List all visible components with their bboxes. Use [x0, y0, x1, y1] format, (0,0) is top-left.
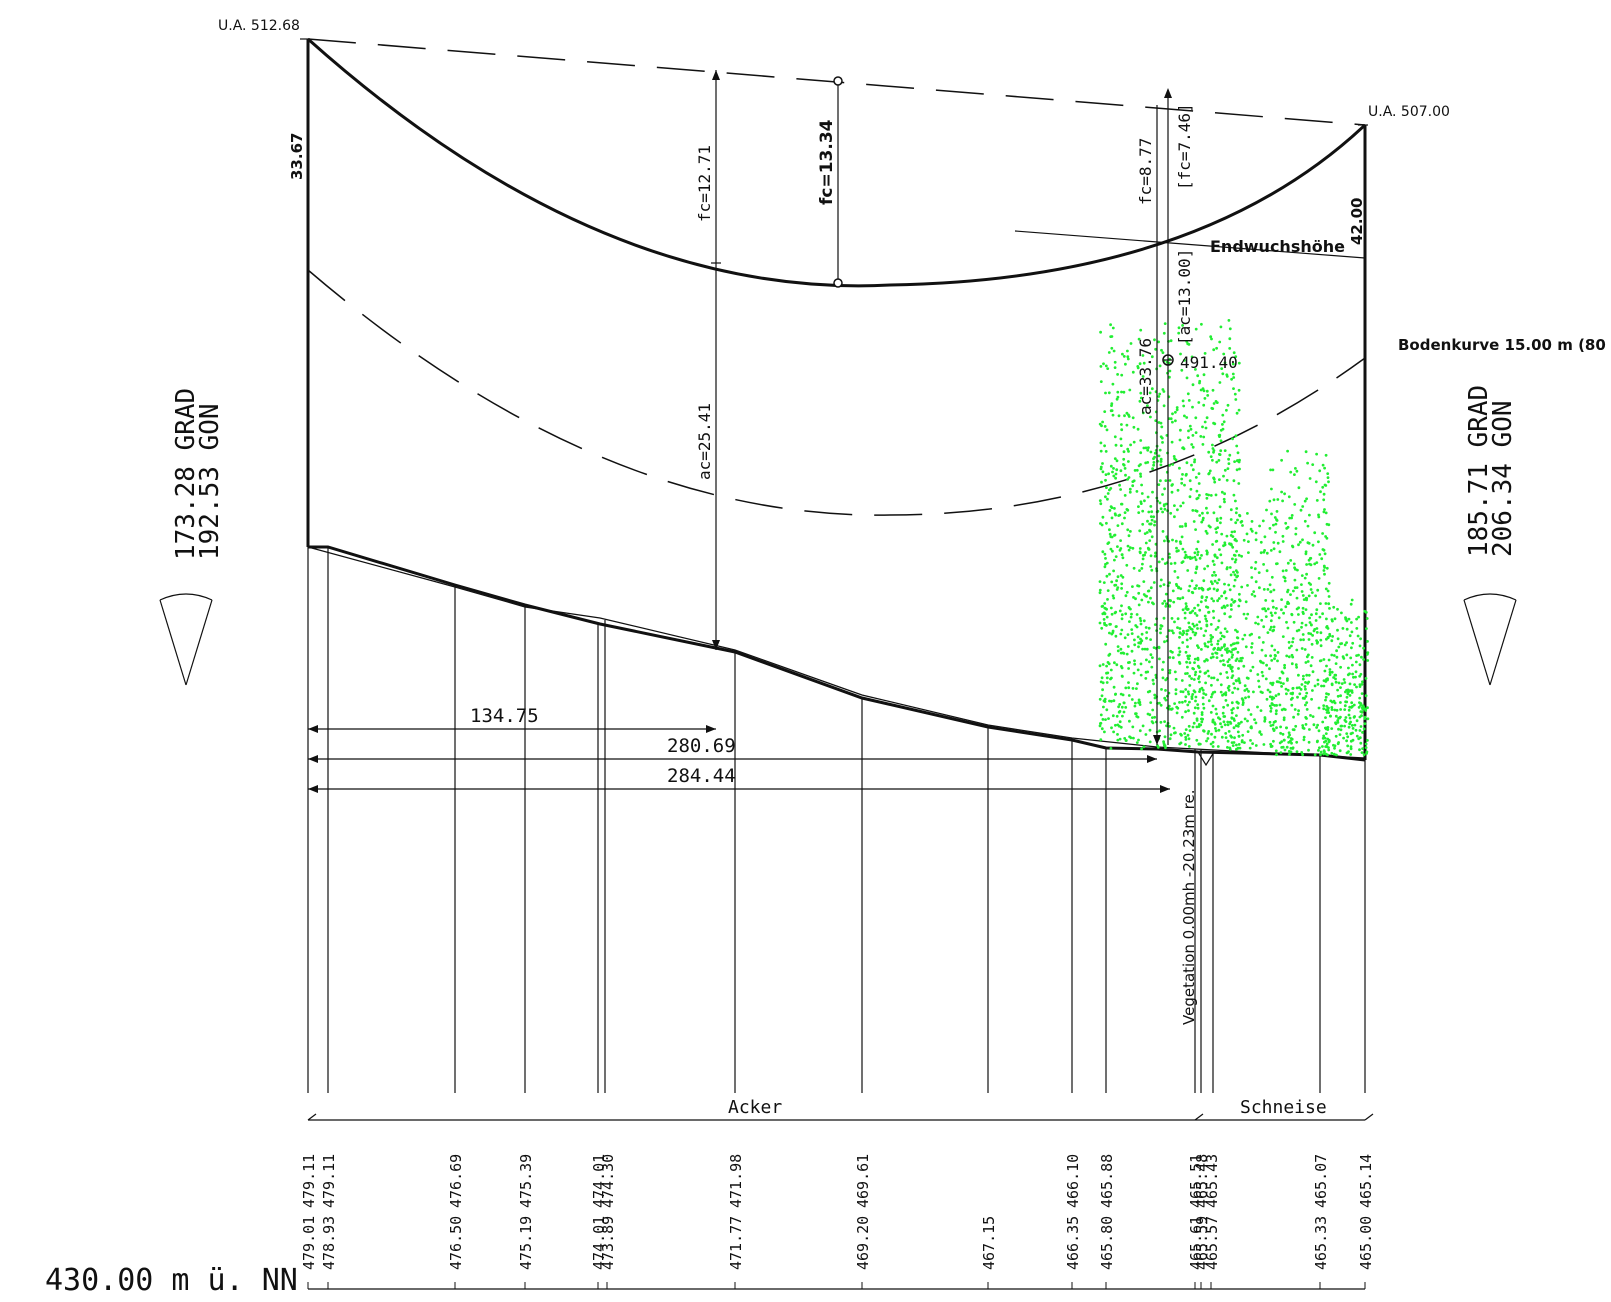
- schneise-label: Schneise: [1240, 1097, 1327, 1118]
- station-top-value: 465.51: [1187, 1154, 1205, 1208]
- station-top-value: 474.30: [599, 1154, 617, 1208]
- station-top-value: 465.88: [1098, 1154, 1116, 1208]
- endwuchs-line: [1014, 230, 1366, 259]
- fc-bracket-label: [fc=7.46]: [1175, 103, 1194, 190]
- station-bottom-value: 465.80: [1098, 1216, 1116, 1270]
- station-bottom-value: 469.20: [854, 1216, 872, 1270]
- land-use-band: [307, 1113, 1374, 1121]
- svg-text:192.53 GON: 192.53 GON: [195, 403, 225, 560]
- station-lines: [307, 547, 1366, 1093]
- right-angle-indicator: 185.71 GRAD 206.34 GON: [1463, 385, 1518, 686]
- station-bottom-value: 465.61: [1187, 1216, 1205, 1270]
- svg-text:185.71 GRAD: 185.71 GRAD: [1464, 385, 1494, 557]
- left-angle-indicator: 173.28 GRAD 192.53 GON: [159, 388, 225, 686]
- dist1-label: 134.75: [470, 705, 539, 727]
- fc-right-label: fc=8.77: [1136, 138, 1155, 205]
- station-bottom-value: 465.59: [1193, 1216, 1211, 1270]
- station-top-value: 465.14: [1357, 1154, 1375, 1208]
- vegetation-label: Vegetation 0.00mh -20.23m re.: [1180, 789, 1198, 1025]
- station-top-value: 466.10: [1064, 1154, 1082, 1208]
- svg-text:206.34 GON: 206.34 GON: [1488, 400, 1518, 557]
- station-top-value: 465.43: [1203, 1154, 1221, 1208]
- ac-bracket-label: [ac=13.00]: [1175, 249, 1194, 345]
- station-bottom-value: 476.50: [447, 1216, 465, 1270]
- bodenkurve-label: Bodenkurve 15.00 m (80 °C): [1398, 336, 1611, 354]
- terrain-line: [308, 545, 1366, 762]
- fc-left-label: fc=12.71: [695, 145, 714, 222]
- station-bottom-value: 465.00: [1357, 1216, 1375, 1270]
- station-bottom-value: 467.15: [980, 1216, 998, 1270]
- station-bottom-value: 478.93: [320, 1216, 338, 1270]
- svg-text:173.28 GRAD: 173.28 GRAD: [171, 388, 201, 560]
- ac-left-label: ac=25.41: [695, 403, 714, 480]
- elevation-table: 479.11479.01479.11478.93476.69476.50475.…: [300, 1154, 1375, 1289]
- conductor-curve: [307, 37, 1367, 288]
- ground-curve: [307, 269, 1366, 516]
- dist2-label: 280.69: [667, 735, 736, 757]
- endwuchs-label: Endwuchshöhe: [1210, 237, 1345, 256]
- station-top-value: 479.11: [320, 1154, 338, 1208]
- station-bottom-value: 465.57: [1203, 1216, 1221, 1270]
- station-bottom-value: 473.89: [599, 1216, 617, 1270]
- station-top-value: 476.69: [447, 1154, 465, 1208]
- ac-right-label: ac=33.76: [1136, 338, 1155, 415]
- station-top-value: 474.01: [590, 1154, 608, 1208]
- station-top-value: 465.48: [1193, 1154, 1211, 1208]
- right-tower-height: 42.00: [1348, 198, 1366, 245]
- station-top-value: 465.07: [1312, 1154, 1330, 1208]
- distance-dims: [308, 725, 1170, 793]
- datum-label: 430.00 m ü. NN: [45, 1263, 298, 1298]
- station-bottom-value: 479.01: [300, 1216, 318, 1270]
- station-bottom-value: 475.19: [517, 1216, 535, 1270]
- right-tower-label: U.A. 507.00: [1368, 104, 1450, 120]
- point-label: 491.40: [1180, 353, 1238, 372]
- station-top-value: 471.98: [727, 1154, 745, 1208]
- station-bottom-value: 471.77: [727, 1216, 745, 1270]
- station-bottom-value: 465.33: [1312, 1216, 1330, 1270]
- station-bottom-value: 474.01: [590, 1216, 608, 1270]
- left-tower-label: U.A. 512.68: [218, 18, 300, 34]
- station-bottom-value: 466.35: [1064, 1216, 1082, 1270]
- left-tower-height: 33.67: [288, 133, 306, 180]
- dist3-label: 284.44: [667, 765, 736, 787]
- acker-label: Acker: [728, 1097, 782, 1118]
- fc-main-label: fc=13.34: [817, 119, 837, 205]
- station-top-value: 475.39: [517, 1154, 535, 1208]
- station-top-value: 469.61: [854, 1154, 872, 1208]
- station-top-value: 479.11: [300, 1154, 318, 1208]
